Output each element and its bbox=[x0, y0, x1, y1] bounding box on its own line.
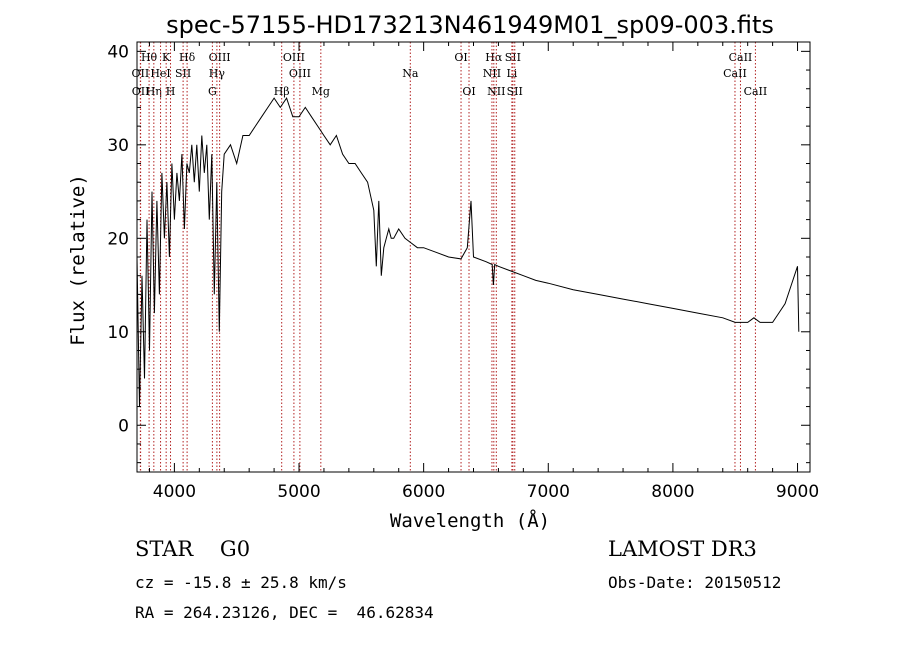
y-tick-label: 10 bbox=[107, 323, 129, 343]
spectral-line-label: Hγ bbox=[209, 67, 226, 80]
y-tick-label: 40 bbox=[107, 42, 129, 62]
object-class: STAR G0 bbox=[135, 537, 251, 561]
spectral-line-label: CaII bbox=[723, 67, 747, 80]
x-tick-label: 4000 bbox=[153, 482, 196, 502]
y-axis-label: Flux (relative) bbox=[67, 174, 89, 346]
spectral-line-label: SII bbox=[507, 85, 523, 98]
spectral-line-label: HeI bbox=[150, 67, 170, 80]
spectral-line-label: OI bbox=[462, 85, 475, 98]
spectral-line-label: NII bbox=[487, 85, 505, 98]
x-tick-label: 6000 bbox=[402, 482, 445, 502]
spectral-line-label: Mg bbox=[312, 85, 330, 98]
spectral-line-label: OII bbox=[132, 85, 150, 98]
spectral-line-label: NII bbox=[483, 67, 501, 80]
coordinates-text: RA = 264.23126, DEC = 46.62834 bbox=[135, 603, 434, 622]
obs-date-text: Obs-Date: 20150512 bbox=[608, 573, 782, 592]
redshift-text: cz = -15.8 ± 25.8 km/s bbox=[135, 573, 347, 592]
spectral-line-label: Hδ bbox=[179, 51, 196, 64]
spectral-line-label: Hθ bbox=[141, 51, 158, 64]
y-tick-label: 0 bbox=[118, 416, 129, 436]
spectral-line-label: OI bbox=[454, 51, 467, 64]
x-tick-label: 8000 bbox=[651, 482, 694, 502]
spectral-line-label: K bbox=[162, 51, 171, 64]
flux-series-line bbox=[136, 96, 800, 407]
survey-name: LAMOST DR3 bbox=[608, 537, 757, 561]
spectral-line-label: Hη bbox=[146, 85, 162, 98]
x-tick-label: 9000 bbox=[776, 482, 819, 502]
y-tick-label: 30 bbox=[107, 136, 129, 156]
spectral-line-label: Na bbox=[402, 67, 419, 80]
spectral-line-label: G bbox=[208, 85, 217, 98]
spectral-line-label: SII bbox=[505, 51, 521, 64]
plot-layer bbox=[136, 96, 800, 407]
spectral-line-label: OIII bbox=[289, 67, 311, 80]
x-axis-label: Wavelength (Å) bbox=[390, 509, 550, 532]
x-tick-label: 7000 bbox=[527, 482, 570, 502]
spectral-line-label: OIII bbox=[283, 51, 305, 64]
ticks-layer: 4000 5000 6000 7000 8000 9000 0 10 20 30 40 bbox=[107, 42, 819, 502]
spectral-line-label: OIII bbox=[209, 51, 231, 64]
spectral-line-label: Li bbox=[506, 67, 517, 80]
spectral-line-label: SII bbox=[175, 67, 191, 80]
spectral-line-label: CaII bbox=[729, 51, 753, 64]
spectral-line-label: Hβ bbox=[274, 85, 290, 98]
y-tick-label: 20 bbox=[107, 229, 129, 249]
spectral-line-label: CaII bbox=[744, 85, 768, 98]
spectral-line-label: H bbox=[166, 85, 176, 98]
spectral-line-label: Hα bbox=[485, 51, 503, 64]
chart-title: spec-57155-HD173213N461949M01_sp09-003.f… bbox=[166, 11, 774, 39]
x-tick-label: 5000 bbox=[277, 482, 320, 502]
